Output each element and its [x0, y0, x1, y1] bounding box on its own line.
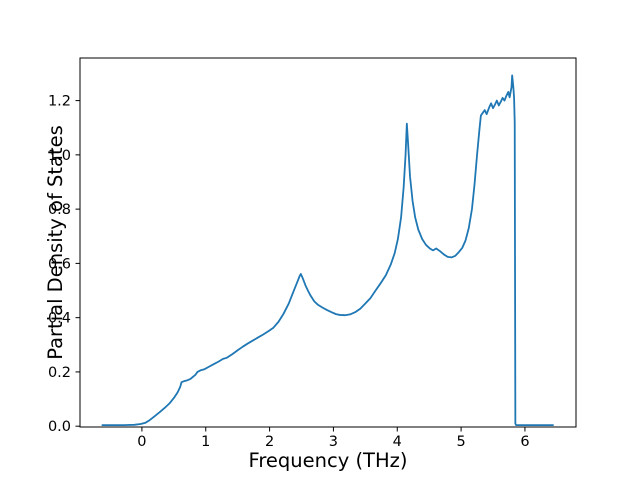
y-tick-label: 1.2: [48, 94, 71, 110]
y-tick-label: 1.0: [48, 148, 71, 164]
x-tick-label: 0: [137, 434, 146, 450]
y-tick-label: 0.0: [48, 419, 71, 435]
y-tick-label: 0.2: [48, 365, 71, 381]
y-axis-title: Partial Density of States: [44, 125, 67, 360]
x-tick-label: 5: [456, 434, 465, 450]
y-tick-label: 0.8: [48, 202, 71, 218]
x-tick-label: 2: [265, 434, 274, 450]
x-tick-label: 4: [393, 434, 402, 450]
y-tick-label: 0.4: [48, 311, 71, 327]
x-axis-title: Frequency (THz): [249, 449, 408, 472]
x-tick-label: 3: [329, 434, 338, 450]
y-tick-label: 0.6: [48, 256, 71, 272]
dos-curve: [101, 74, 554, 426]
plot-area: [79, 57, 577, 428]
x-tick-label: 6: [520, 434, 529, 450]
x-tick-label: 1: [201, 434, 210, 450]
